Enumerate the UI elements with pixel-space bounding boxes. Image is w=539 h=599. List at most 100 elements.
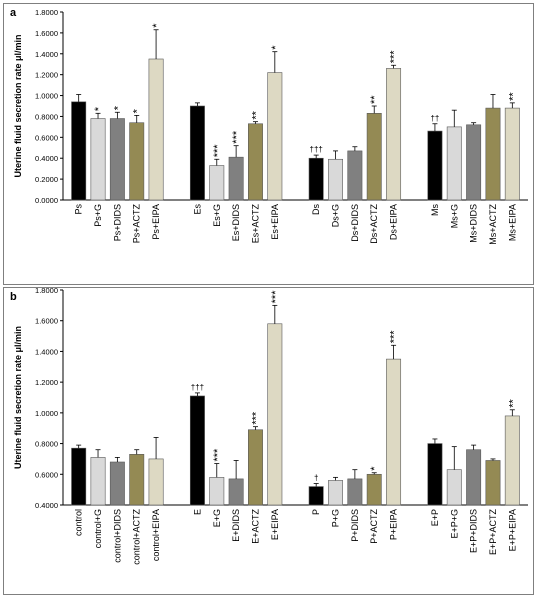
bar bbox=[366, 113, 382, 201]
bar bbox=[308, 157, 324, 201]
bar bbox=[148, 58, 164, 201]
x-tick-label: Ms bbox=[430, 204, 440, 216]
x-tick-label: Es bbox=[192, 204, 202, 215]
bar bbox=[466, 124, 482, 201]
x-tick-label: P+EIPA bbox=[389, 509, 399, 540]
x-tick-label: E+P+ACTZ bbox=[488, 508, 498, 555]
significance-mark: ** bbox=[369, 95, 381, 104]
bar bbox=[466, 449, 482, 506]
significance-mark: * bbox=[93, 106, 105, 111]
significance-mark: †† bbox=[430, 114, 439, 123]
significance-mark: * bbox=[132, 108, 144, 113]
x-tick-label: Ps bbox=[74, 204, 84, 215]
bar bbox=[485, 107, 501, 201]
bar bbox=[427, 443, 443, 506]
bar bbox=[446, 126, 462, 201]
bar bbox=[248, 429, 263, 506]
bar bbox=[90, 457, 106, 506]
bar bbox=[328, 480, 343, 506]
bar bbox=[228, 478, 244, 506]
x-tick-label: Ms+EIPA bbox=[507, 204, 517, 241]
bar bbox=[109, 461, 125, 506]
x-tick-label: E+P+EIPA bbox=[507, 509, 517, 551]
bar bbox=[228, 156, 244, 201]
x-tick-label: Ds+EIPA bbox=[389, 204, 399, 240]
bar bbox=[347, 150, 363, 201]
y-tick-label: 1.6000 bbox=[35, 29, 58, 38]
significance-mark: ††† bbox=[191, 383, 204, 392]
bar bbox=[328, 158, 343, 201]
significance-mark: *** bbox=[389, 50, 401, 64]
bar bbox=[386, 68, 402, 201]
bar bbox=[71, 101, 87, 201]
chart-panel-b: b Uterine fluid secretion rate μl/min 0.4… bbox=[3, 286, 534, 595]
x-tick-label: Ds+ACTZ bbox=[369, 204, 379, 244]
bar bbox=[386, 358, 402, 506]
y-tick-label: 0.8000 bbox=[35, 440, 58, 449]
y-tick-label: 0.0000 bbox=[35, 196, 58, 205]
y-tick-label: 1.8000 bbox=[35, 8, 58, 17]
significance-mark: *** bbox=[212, 144, 224, 158]
panel-label-a: a bbox=[10, 7, 17, 19]
x-tick-label: P+G bbox=[331, 509, 341, 527]
bar bbox=[189, 395, 205, 506]
y-tick-label: 1.8000 bbox=[35, 286, 58, 295]
x-tick-label: Es+G bbox=[212, 204, 222, 227]
significance-mark: * bbox=[369, 466, 381, 471]
panel-label-b: b bbox=[10, 291, 17, 303]
y-tick-label: 0.4000 bbox=[35, 501, 58, 510]
x-tick-label: Ds bbox=[311, 204, 321, 215]
x-tick-label: E+P+G bbox=[449, 509, 459, 539]
bar bbox=[129, 454, 145, 506]
x-tick-label: E+G bbox=[212, 509, 222, 527]
significance-mark: ** bbox=[250, 110, 262, 119]
y-tick-label: 1.0000 bbox=[35, 409, 58, 418]
x-tick-label: E bbox=[192, 509, 202, 515]
significance-mark: *** bbox=[212, 448, 224, 462]
significance-mark: * bbox=[270, 45, 282, 50]
y-tick-label: 1.2000 bbox=[35, 71, 58, 80]
bar bbox=[427, 130, 443, 201]
significance-mark: ††† bbox=[309, 145, 322, 154]
bar bbox=[504, 107, 520, 201]
x-tick-label: control+G bbox=[93, 509, 103, 548]
x-tick-label: control+EIPA bbox=[151, 509, 161, 561]
bar bbox=[209, 477, 225, 506]
x-tick-label: control bbox=[74, 509, 84, 536]
bar bbox=[109, 118, 125, 201]
y-tick-label: 1.2000 bbox=[35, 378, 58, 387]
bar bbox=[148, 458, 164, 506]
x-tick-label: E+P+DIDS bbox=[469, 509, 479, 553]
y-tick-label: 0.2000 bbox=[35, 175, 58, 184]
significance-mark: ** bbox=[507, 399, 519, 408]
x-tick-label: Es+ACTZ bbox=[250, 204, 260, 244]
x-tick-label: control+ACTZ bbox=[132, 509, 142, 565]
x-tick-label: Ds+G bbox=[331, 204, 341, 227]
x-tick-label: Ms+ACTZ bbox=[488, 204, 498, 245]
x-tick-label: E+EIPA bbox=[270, 509, 280, 540]
x-tick-label: Es+EIPA bbox=[270, 204, 280, 240]
x-tick-label: Ps+DIDS bbox=[112, 204, 122, 241]
y-tick-label: 1.4000 bbox=[35, 347, 58, 356]
significance-mark: *** bbox=[250, 411, 262, 425]
x-tick-label: Ps+EIPA bbox=[151, 204, 161, 240]
bar bbox=[485, 460, 501, 506]
bar bbox=[90, 118, 106, 201]
y-tick-label: 0.8000 bbox=[35, 112, 58, 121]
x-tick-label: Es+DIDS bbox=[231, 204, 241, 241]
bar bbox=[366, 473, 382, 506]
x-tick-label: E+ACTZ bbox=[250, 509, 260, 544]
significance-mark: * bbox=[112, 105, 124, 110]
x-tick-label: P bbox=[311, 509, 321, 515]
bar bbox=[71, 447, 87, 506]
x-tick-label: E+DIDS bbox=[231, 509, 241, 542]
x-tick-label: control+DIDS bbox=[112, 509, 122, 563]
y-tick-label: 1.0000 bbox=[35, 92, 58, 101]
y-tick-label: 1.6000 bbox=[35, 317, 58, 326]
y-tick-label: 0.6000 bbox=[35, 133, 58, 142]
x-tick-label: P+ACTZ bbox=[369, 509, 379, 544]
significance-mark: † bbox=[314, 474, 318, 483]
bar bbox=[267, 72, 283, 201]
bar bbox=[189, 105, 205, 201]
y-tick-label: 0.6000 bbox=[35, 470, 58, 479]
